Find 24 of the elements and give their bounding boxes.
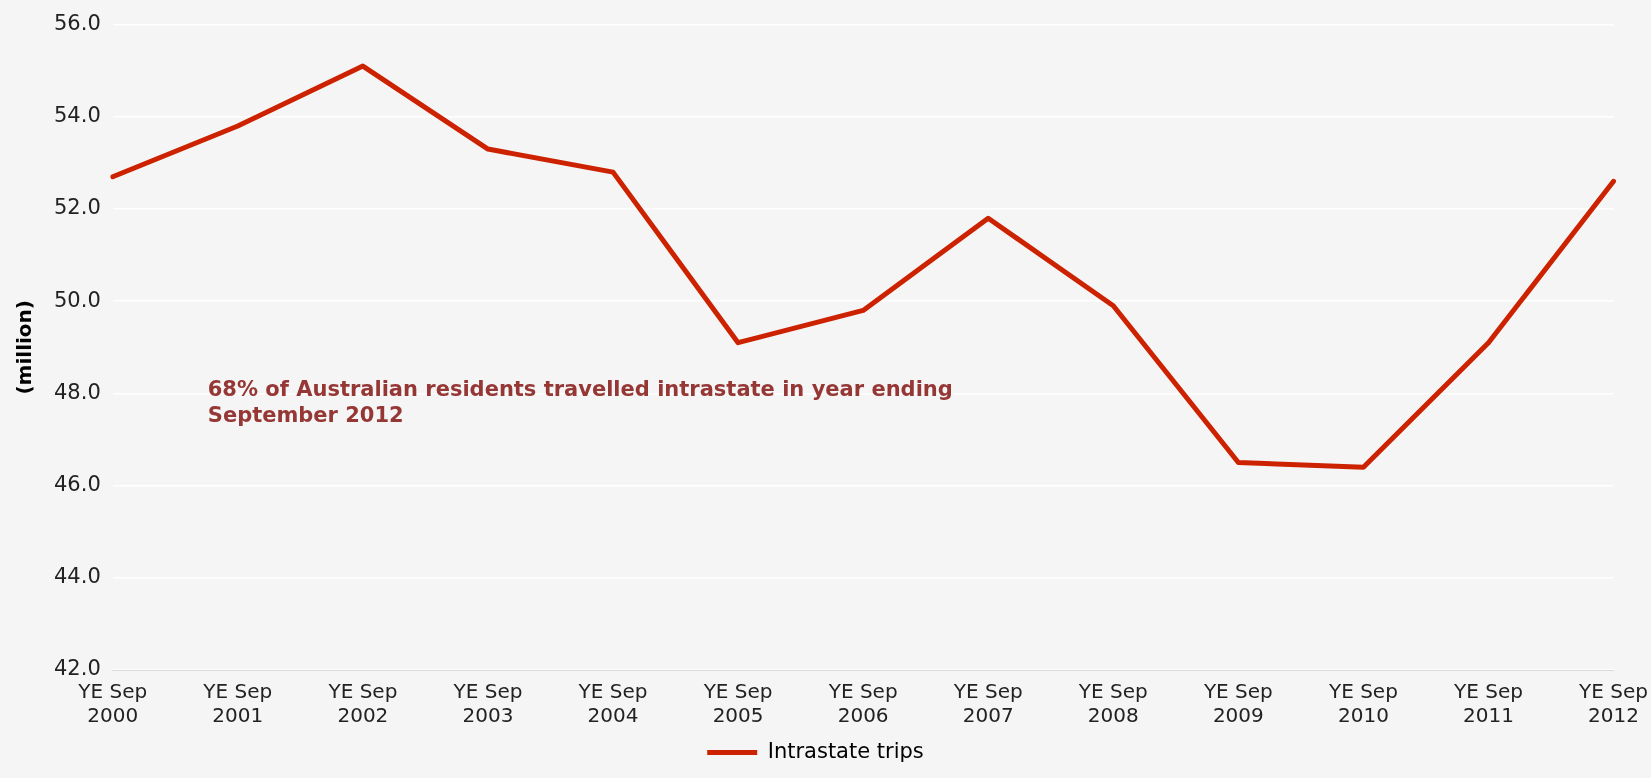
y-tick-label: 54.0 [53,103,101,128]
x-tick-label: YE Sep 2011 [1453,679,1523,728]
x-tick-label: YE Sep 2008 [1077,679,1148,728]
x-tick-label: YE Sep 2009 [1202,679,1273,728]
y-tick-label: 46.0 [53,472,101,497]
legend-label: Intrastate trips [767,738,924,763]
y-tick-label: 50.0 [53,287,101,312]
y-axis-title: (million) [12,300,37,395]
x-tick-label: YE Sep 2012 [1578,679,1648,728]
y-tick-label: 52.0 [53,195,101,220]
annotation: 68% of Australian residents travelled intrastate in year ending September 2012 [207,376,953,427]
x-tick-label: YE Sep 2001 [202,679,273,728]
y-tick-label: 48.0 [53,379,101,404]
x-tick-label: YE Sep 2007 [952,679,1023,728]
x-tick-label: YE Sep 2010 [1327,679,1398,728]
x-tick-label: YE Sep 2004 [577,679,648,728]
x-tick-label: YE Sep 2002 [327,679,398,728]
y-tick-label: 44.0 [53,564,101,589]
y-tick-label: 56.0 [53,11,101,36]
y-tick-label: 42.0 [53,656,101,681]
x-tick-label: YE Sep 2000 [77,679,148,728]
x-tick-label: YE Sep 2005 [702,679,773,728]
x-tick-label: YE Sep 2006 [827,679,898,728]
x-tick-label: YE Sep 2003 [452,679,523,728]
